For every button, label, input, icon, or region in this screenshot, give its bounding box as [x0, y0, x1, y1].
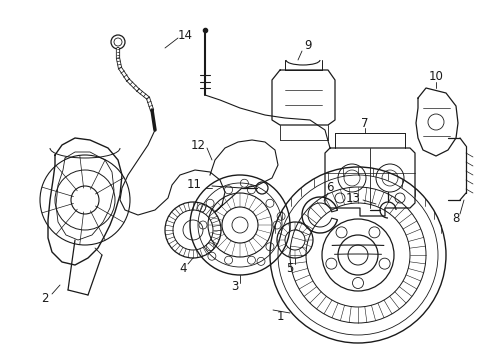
Text: 11: 11 — [186, 177, 201, 190]
Text: 10: 10 — [427, 69, 443, 82]
Text: 5: 5 — [286, 261, 293, 274]
Text: 1: 1 — [276, 310, 283, 324]
Text: 7: 7 — [361, 117, 368, 130]
Text: 8: 8 — [451, 212, 459, 225]
Text: 3: 3 — [231, 280, 238, 293]
Text: 4: 4 — [179, 261, 186, 274]
Text: 2: 2 — [41, 292, 49, 305]
Text: 12: 12 — [190, 139, 205, 152]
Text: 6: 6 — [325, 180, 333, 194]
Text: 14: 14 — [177, 28, 192, 41]
Text: 13: 13 — [345, 192, 360, 204]
Text: 9: 9 — [304, 39, 311, 51]
